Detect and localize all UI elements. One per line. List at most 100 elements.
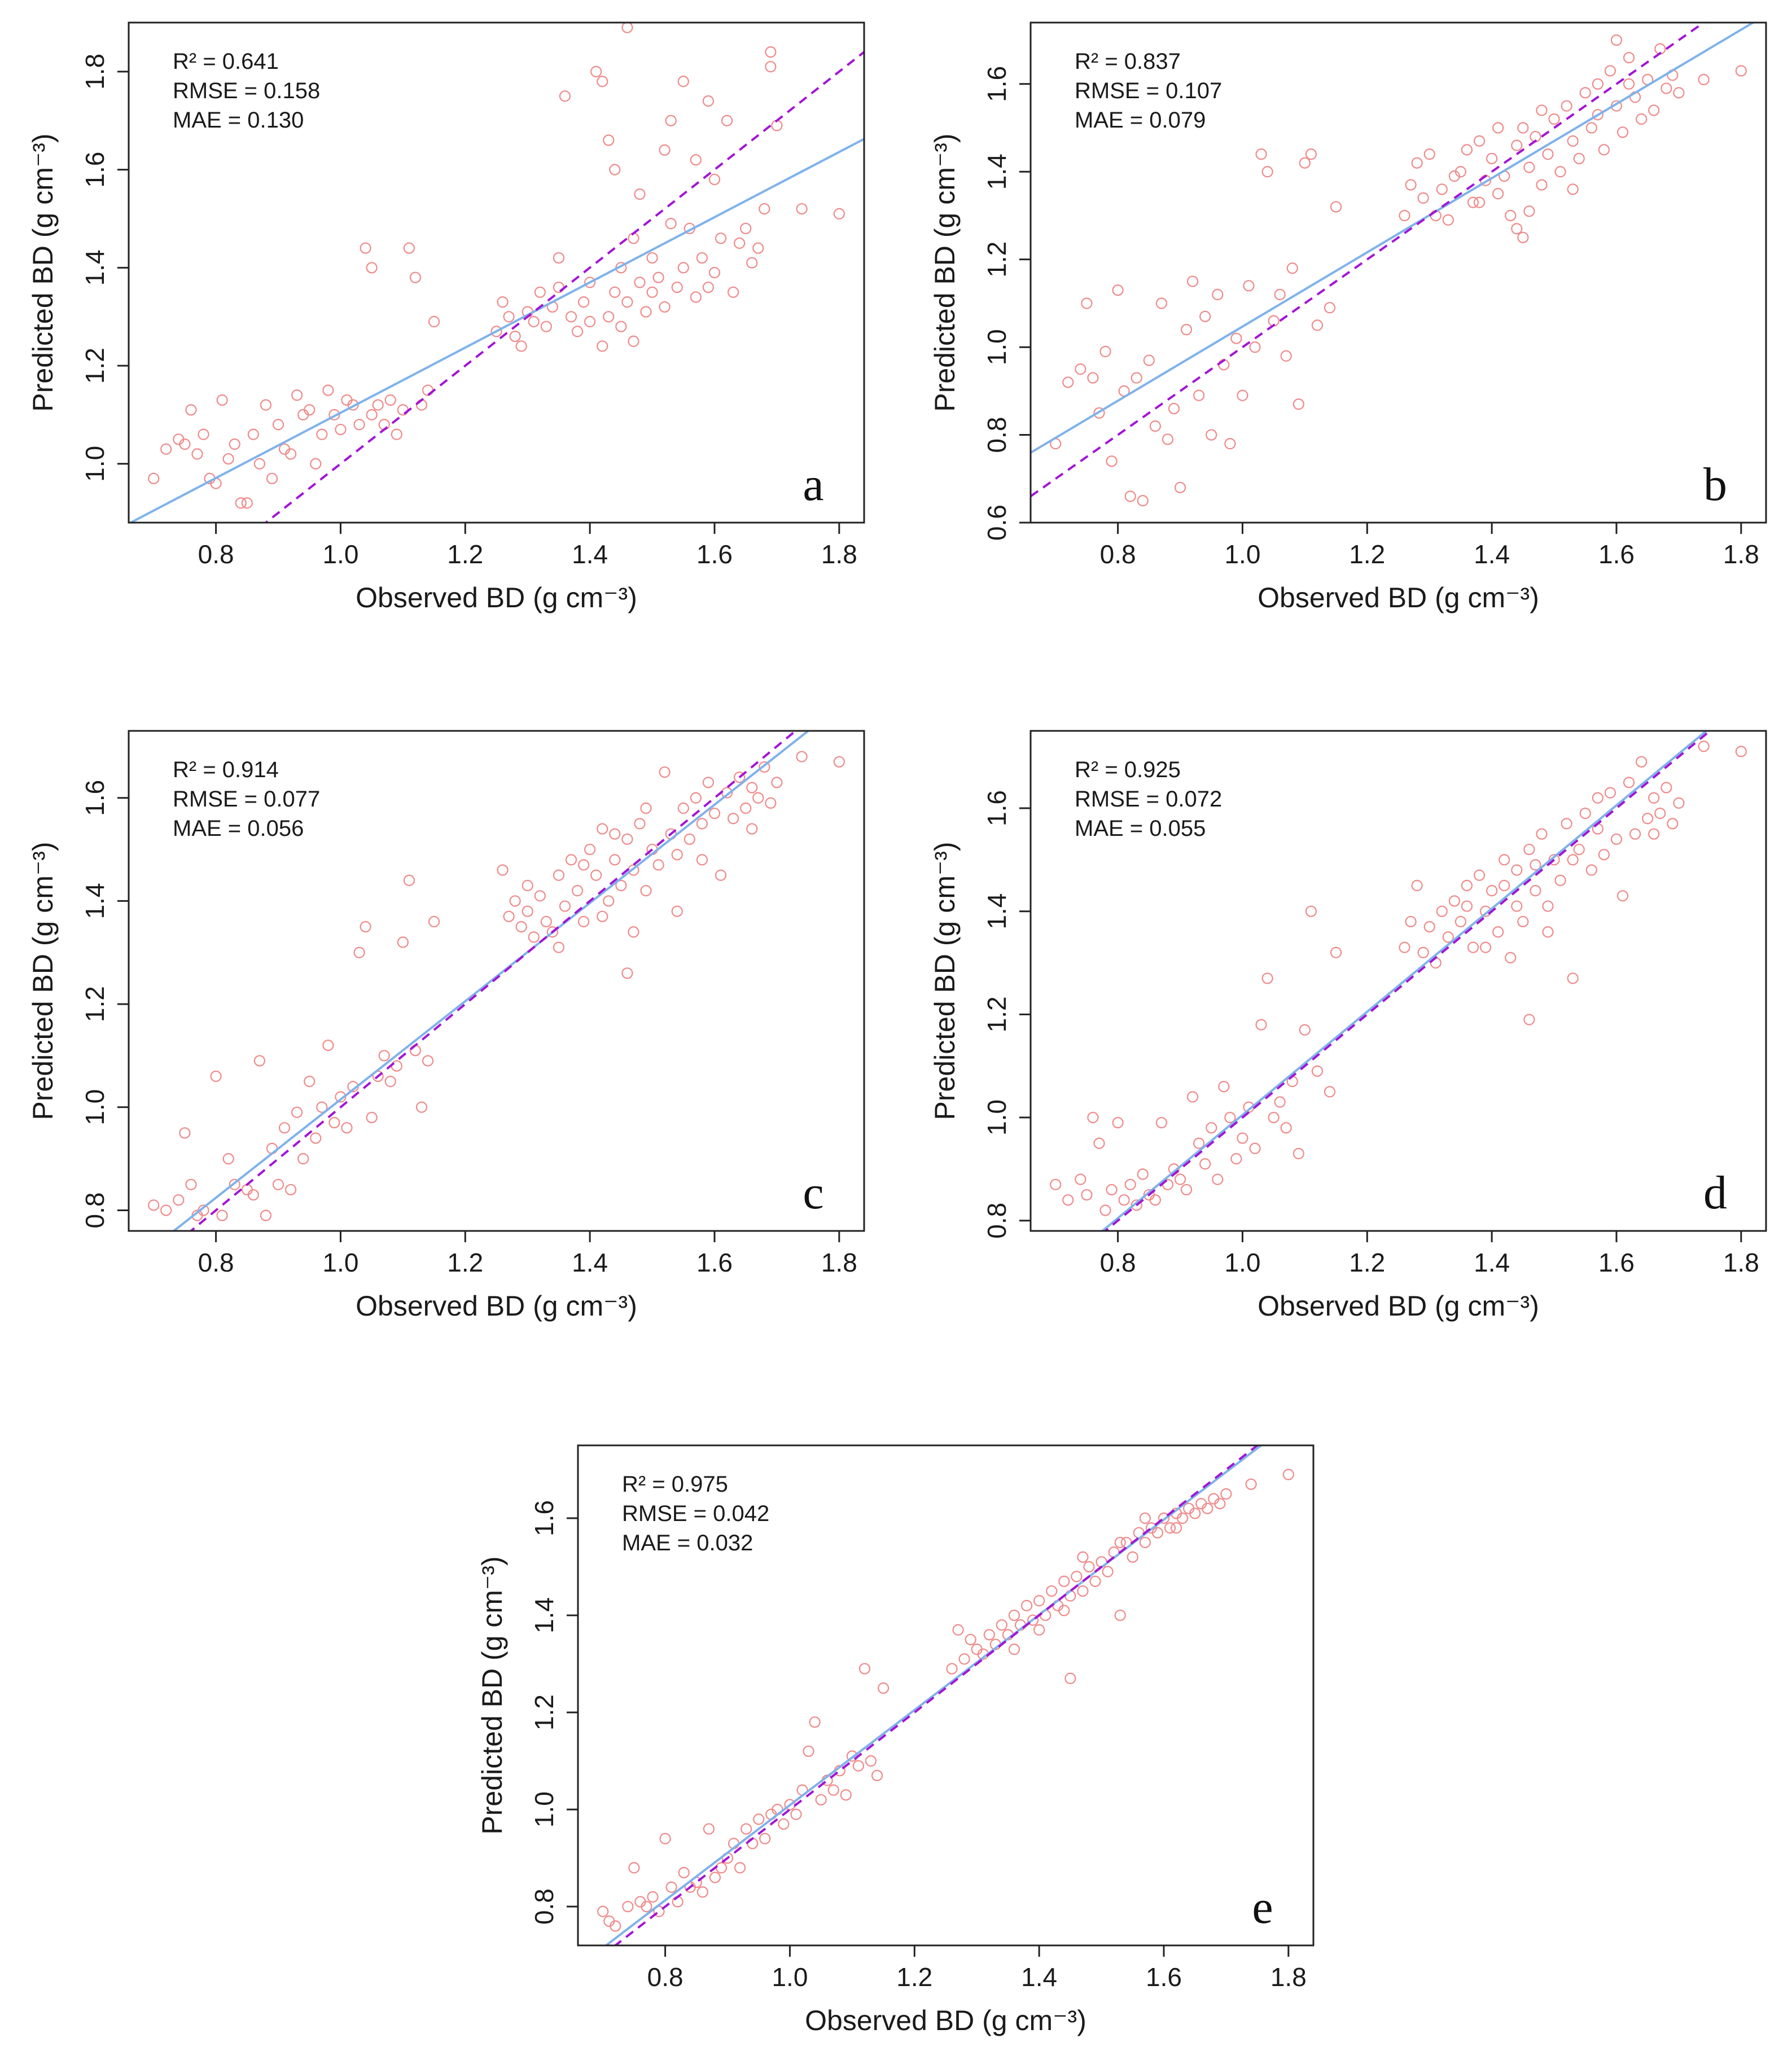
y-tick-label: 1.4	[529, 1597, 559, 1633]
data-point	[702, 777, 715, 788]
stat-annotation: RMSE = 0.077	[173, 787, 320, 812]
data-point	[958, 1653, 970, 1665]
data-point	[1492, 122, 1504, 134]
x-tick-label: 0.8	[1100, 540, 1136, 569]
data-point	[328, 409, 340, 421]
data-point	[1106, 455, 1118, 467]
data-point	[1579, 87, 1591, 99]
data-point	[1206, 1122, 1217, 1134]
stat-annotation: MAE = 0.079	[1075, 108, 1206, 133]
data-point	[559, 90, 571, 102]
data-point	[1511, 223, 1523, 235]
data-point	[1046, 1585, 1058, 1597]
data-point	[1170, 1522, 1182, 1534]
data-point	[366, 1111, 378, 1124]
data-point	[540, 321, 552, 332]
data-point	[1473, 196, 1486, 208]
y-tick-label: 1.4	[80, 249, 109, 286]
plot-frame	[1029, 21, 1767, 524]
data-point	[1511, 900, 1523, 912]
data-point	[291, 389, 303, 401]
stat-annotation: MAE = 0.055	[1075, 816, 1206, 841]
data-point	[503, 910, 515, 922]
panel-label: d	[1703, 1167, 1727, 1219]
data-point	[285, 448, 297, 460]
data-point	[1199, 310, 1211, 322]
data-point	[1143, 354, 1155, 366]
x-tick-label: 1.0	[322, 540, 358, 569]
x-tick-label: 1.6	[696, 540, 733, 569]
x-tick-label: 1.6	[1598, 1248, 1635, 1277]
data-point	[247, 1189, 259, 1201]
data-point	[1616, 890, 1629, 902]
data-point	[278, 1122, 291, 1134]
data-point	[222, 453, 234, 465]
data-point	[1567, 135, 1579, 147]
data-point	[865, 1755, 877, 1767]
data-point	[1187, 275, 1199, 287]
stat-annotation: RMSE = 0.107	[1075, 78, 1222, 103]
plot-frame	[128, 730, 865, 1232]
data-point	[597, 910, 608, 922]
data-point	[752, 242, 764, 254]
data-point	[1230, 1153, 1242, 1165]
data-point	[546, 926, 558, 938]
data-point	[503, 311, 515, 323]
data-point	[148, 472, 160, 484]
stat-annotation: RMSE = 0.072	[1075, 787, 1222, 812]
data-point	[497, 296, 509, 308]
y-tick-label: 1.0	[80, 446, 109, 482]
x-tick-label: 1.0	[772, 1962, 808, 1992]
data-point	[1454, 915, 1467, 928]
data-point	[665, 218, 677, 230]
data-point	[740, 222, 752, 234]
data-point	[1554, 874, 1566, 886]
data-point	[316, 1101, 328, 1113]
data-point	[1473, 869, 1486, 881]
fit-line	[1031, 23, 1755, 454]
data-point	[1075, 363, 1086, 375]
data-point	[1585, 122, 1597, 134]
data-point	[628, 335, 639, 347]
data-point	[1467, 941, 1479, 953]
data-point	[490, 326, 502, 338]
data-point	[1255, 148, 1267, 160]
data-point	[1311, 319, 1324, 331]
y-tick-label: 1.4	[982, 154, 1011, 190]
data-point	[179, 1127, 191, 1139]
x-tick-label: 0.8	[1100, 1248, 1136, 1277]
x-tick-label: 1.6	[696, 1248, 733, 1277]
data-point	[1212, 288, 1224, 300]
data-point	[1511, 864, 1523, 876]
data-point	[1648, 828, 1660, 840]
data-point	[1486, 152, 1498, 165]
data-point	[703, 1823, 715, 1835]
x-tick-label: 1.0	[1224, 540, 1260, 569]
data-point	[1245, 1478, 1257, 1490]
data-point	[1033, 1624, 1045, 1636]
data-point	[1530, 885, 1541, 897]
data-point	[1454, 166, 1467, 178]
data-point	[553, 252, 565, 264]
data-point	[1189, 1507, 1201, 1519]
data-point	[952, 1624, 964, 1636]
data-point	[646, 252, 658, 264]
data-point	[1118, 1194, 1130, 1206]
fit-line	[129, 138, 864, 523]
data-point	[1230, 332, 1242, 344]
data-point	[1139, 1512, 1151, 1524]
x-tick-label: 1.0	[322, 1248, 358, 1277]
data-point	[260, 399, 272, 411]
data-point	[696, 1886, 708, 1898]
data-point	[1280, 350, 1292, 362]
y-axis-title: Predicted BD (g cm⁻³)	[929, 841, 961, 1120]
data-point	[522, 905, 533, 917]
one-to-one-line	[1031, 23, 1706, 498]
data-point	[173, 1194, 185, 1206]
data-point	[1330, 946, 1342, 958]
data-point	[1299, 1024, 1311, 1036]
scatter-panel-a: 0.8 1.0 1.2 1.4 1.6 1.8 1.0 1.2 1.4 1.6 1.8 Observe…	[27, 21, 865, 613]
x-tick-label: 1.8	[1723, 1248, 1759, 1277]
data-point	[734, 772, 746, 783]
data-point	[391, 428, 402, 440]
